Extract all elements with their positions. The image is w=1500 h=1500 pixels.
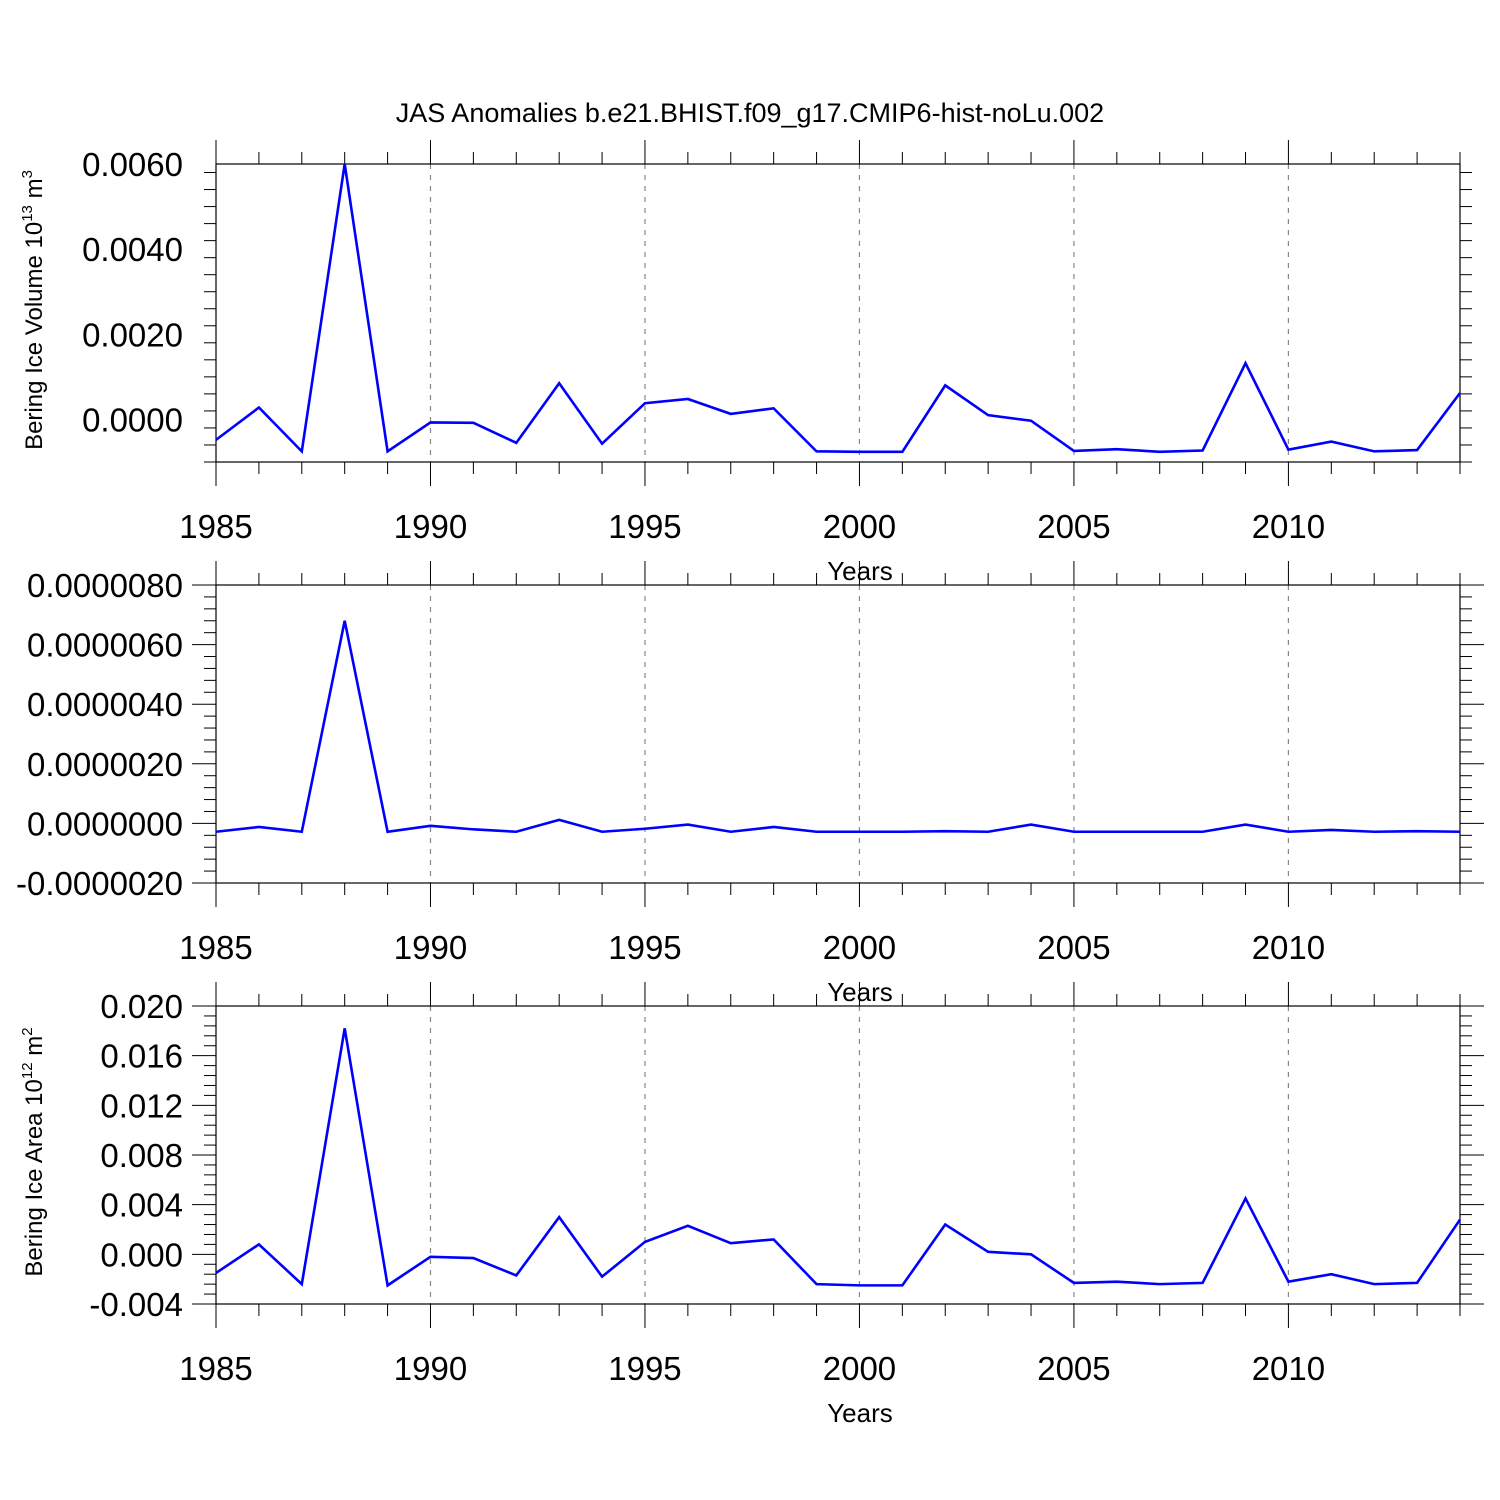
y-tick-label: 0.0060 — [82, 146, 183, 183]
x-axis-label: Years — [827, 1398, 893, 1428]
x-tick-label: 1985 — [179, 929, 252, 966]
y-tick-label: 0.004 — [100, 1187, 183, 1224]
y-tick-label: 0.0000040 — [27, 686, 183, 723]
y-tick-label: 0.000 — [100, 1236, 183, 1273]
x-tick-label: 1995 — [608, 1350, 681, 1387]
x-tick-label: 2005 — [1037, 929, 1110, 966]
x-tick-label: 2005 — [1037, 508, 1110, 545]
x-axis-label: Years — [827, 977, 893, 1007]
series-line — [215, 620, 1461, 834]
chart-panel-3: -0.004 0.000 0.004 0.008 0.012 0.016 0.020 1985… — [19, 982, 1484, 1428]
y-tick-label: 0.0000080 — [27, 567, 183, 604]
x-tick-label: 1995 — [608, 508, 681, 545]
series-line — [215, 163, 1462, 455]
x-tick-label: 1990 — [394, 1350, 467, 1387]
chart-panel-1: 0.0000 0.0020 0.0040 0.0060 1985 1990 1995 2000… — [19, 140, 1472, 586]
x-tick-label: 1985 — [179, 508, 252, 545]
y-tick-label: 0.0000000 — [27, 805, 183, 842]
y-tick-label: 0.0040 — [82, 231, 183, 268]
x-tick-label: 2000 — [823, 508, 896, 545]
x-tick-label: 2010 — [1252, 1350, 1325, 1387]
y-tick-label: 0.0000060 — [27, 627, 183, 664]
x-tick-label: 2000 — [823, 1350, 896, 1387]
panels: 0.0000 0.0020 0.0040 0.0060 1985 1990 1995 2000… — [16, 140, 1484, 1428]
y-tick-label: 0.016 — [100, 1038, 183, 1075]
y-tick-label: 0.008 — [100, 1137, 183, 1174]
y-tick-label: 0.0000020 — [27, 746, 183, 783]
x-tick-label: 2010 — [1252, 508, 1325, 545]
y-tick-label: 0.0000 — [82, 401, 183, 438]
y-tick-label: -0.0000020 — [16, 865, 183, 902]
x-axis-label: Years — [827, 556, 893, 586]
y-tick-label: 0.0020 — [82, 316, 183, 353]
y-axis-label: Bering Ice Volume 1013 m3 — [19, 170, 48, 450]
x-tick-label: 1990 — [394, 929, 467, 966]
series-line — [215, 1028, 1462, 1288]
chart-panel-2: -0.0000020 0.0000000 0.0000020 0.0000040 0.0… — [16, 561, 1484, 1007]
x-tick-label: 2005 — [1037, 1350, 1110, 1387]
x-tick-label: 1990 — [394, 508, 467, 545]
plot-frame — [215, 163, 1461, 463]
x-tick-label: 2000 — [823, 929, 896, 966]
plot-frame — [215, 584, 1461, 884]
plot-frame — [215, 1005, 1461, 1305]
y-tick-label: -0.004 — [89, 1286, 183, 1323]
figure-title: JAS Anomalies b.e21.BHIST.f09_g17.CMIP6-… — [396, 98, 1104, 128]
y-tick-label: 0.020 — [100, 988, 183, 1025]
x-tick-label: 2010 — [1252, 929, 1325, 966]
x-tick-label: 1985 — [179, 1350, 252, 1387]
y-tick-label: 0.012 — [100, 1087, 183, 1124]
y-axis-label: Bering Ice Area 1012 m2 — [19, 1027, 48, 1276]
x-tick-label: 1995 — [608, 929, 681, 966]
